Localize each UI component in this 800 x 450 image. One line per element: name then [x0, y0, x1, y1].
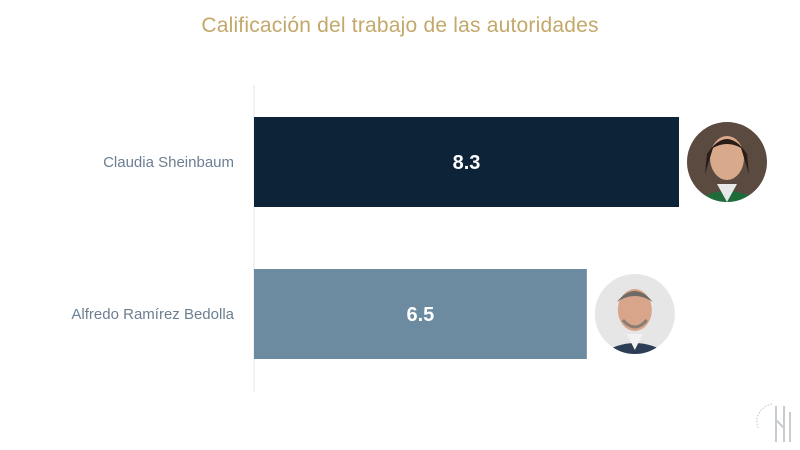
- avatar-photo-claudia-sheinbaum: [685, 120, 769, 204]
- chart-title: Calificación del trabajo de las autorida…: [201, 14, 599, 37]
- bar-alfredo-ramirez-bedolla: [254, 269, 587, 359]
- value-label-claudia-sheinbaum: 8.3: [453, 152, 481, 174]
- value-label-alfredo-ramirez-bedolla: 6.5: [407, 304, 435, 326]
- avatar-photo-alfredo-ramirez-bedolla: [592, 272, 677, 356]
- bar-claudia-sheinbaum: [254, 117, 679, 207]
- category-label-claudia-sheinbaum: Claudia Sheinbaum: [103, 154, 234, 171]
- category-label-alfredo-ramirez-bedolla: Alfredo Ramírez Bedolla: [71, 306, 234, 323]
- brand-logo-watermark: [756, 403, 791, 442]
- bars-group: Claudia Sheinbaum 8.3 Alfredo Ramírez Bedo…: [71, 117, 769, 359]
